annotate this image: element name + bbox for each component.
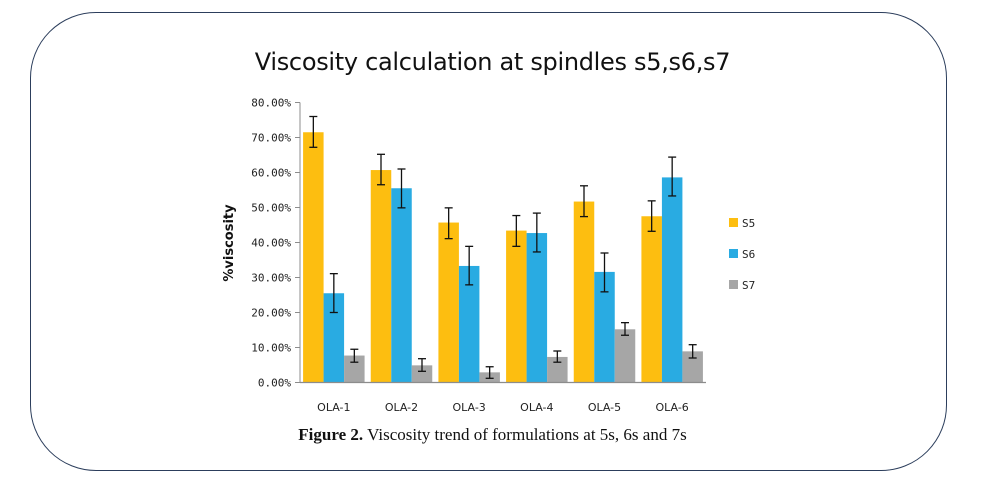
y-tick-label: 50.00% xyxy=(251,202,291,215)
bar-s5-ola-3 xyxy=(438,222,459,383)
bar-s7-ola-5 xyxy=(614,329,636,383)
bar-s7-ola-6 xyxy=(682,351,703,383)
bar-s6-ola-2 xyxy=(391,188,412,383)
y-axis-label: %viscosity xyxy=(222,204,237,282)
caption-label: Figure 2. xyxy=(298,425,364,444)
bar-s7-ola-1 xyxy=(344,355,365,383)
bar-s7-ola-4 xyxy=(547,356,568,383)
bar-s6-ola-6 xyxy=(661,177,683,383)
figure-caption: Figure 2. Viscosity trend of formulation… xyxy=(0,425,985,445)
bar-s6-ola-5 xyxy=(594,271,615,383)
bar-s6-ola-3 xyxy=(458,265,480,383)
bar-s5-ola-4 xyxy=(506,230,527,383)
chart-title: Viscosity calculation at spindles s5,s6,… xyxy=(254,48,731,76)
bar-s5-ola-1 xyxy=(303,132,324,383)
x-tick-label: OLA-2 xyxy=(385,401,418,414)
bar-s7-ola-2 xyxy=(411,365,433,383)
x-tick-label: OLA-1 xyxy=(317,401,350,414)
caption-text: Viscosity trend of formulations at 5s, 6… xyxy=(363,425,687,444)
x-tick-label: OLA-5 xyxy=(588,401,621,414)
y-tick-label: 40.00% xyxy=(251,237,291,250)
legend-swatch-s7 xyxy=(729,280,738,289)
bar-s6-ola-1 xyxy=(323,293,345,383)
y-tick-label: 70.00% xyxy=(251,132,291,145)
x-tick-label: OLA-4 xyxy=(520,401,553,414)
bar-s5-ola-5 xyxy=(573,201,595,383)
y-tick-label: 60.00% xyxy=(251,167,291,180)
bars xyxy=(303,115,703,383)
y-tick-label: 30.00% xyxy=(251,272,291,285)
figure-frame xyxy=(30,12,947,471)
legend-label-s6: S6 xyxy=(742,248,755,261)
y-tick-label: 10.00% xyxy=(251,342,291,355)
legend-swatch-s5 xyxy=(729,218,738,227)
y-axis: 0.00% 10.00% 20.00% 30.00% 40.00% 50.00% 60.00… xyxy=(251,97,301,390)
x-tick-label: OLA-3 xyxy=(453,401,486,414)
y-tick-label: 80.00% xyxy=(251,97,291,110)
y-tick-label: 0.00% xyxy=(258,377,291,390)
legend-label-s5: S5 xyxy=(742,217,755,230)
legend-swatch-s6 xyxy=(729,249,738,258)
y-tick-label: 20.00% xyxy=(251,307,291,320)
bar-s5-ola-2 xyxy=(370,170,392,383)
bar-s6-ola-4 xyxy=(526,233,548,383)
bar-s5-ola-6 xyxy=(641,216,662,383)
x-tick-label: OLA-6 xyxy=(656,401,689,414)
x-axis: OLA-1 OLA-2 OLA-3 OLA-4 OLA-5 OLA-6 xyxy=(300,381,706,414)
legend: S5 S6 S7 xyxy=(729,217,755,292)
legend-label-s7: S7 xyxy=(742,279,755,292)
